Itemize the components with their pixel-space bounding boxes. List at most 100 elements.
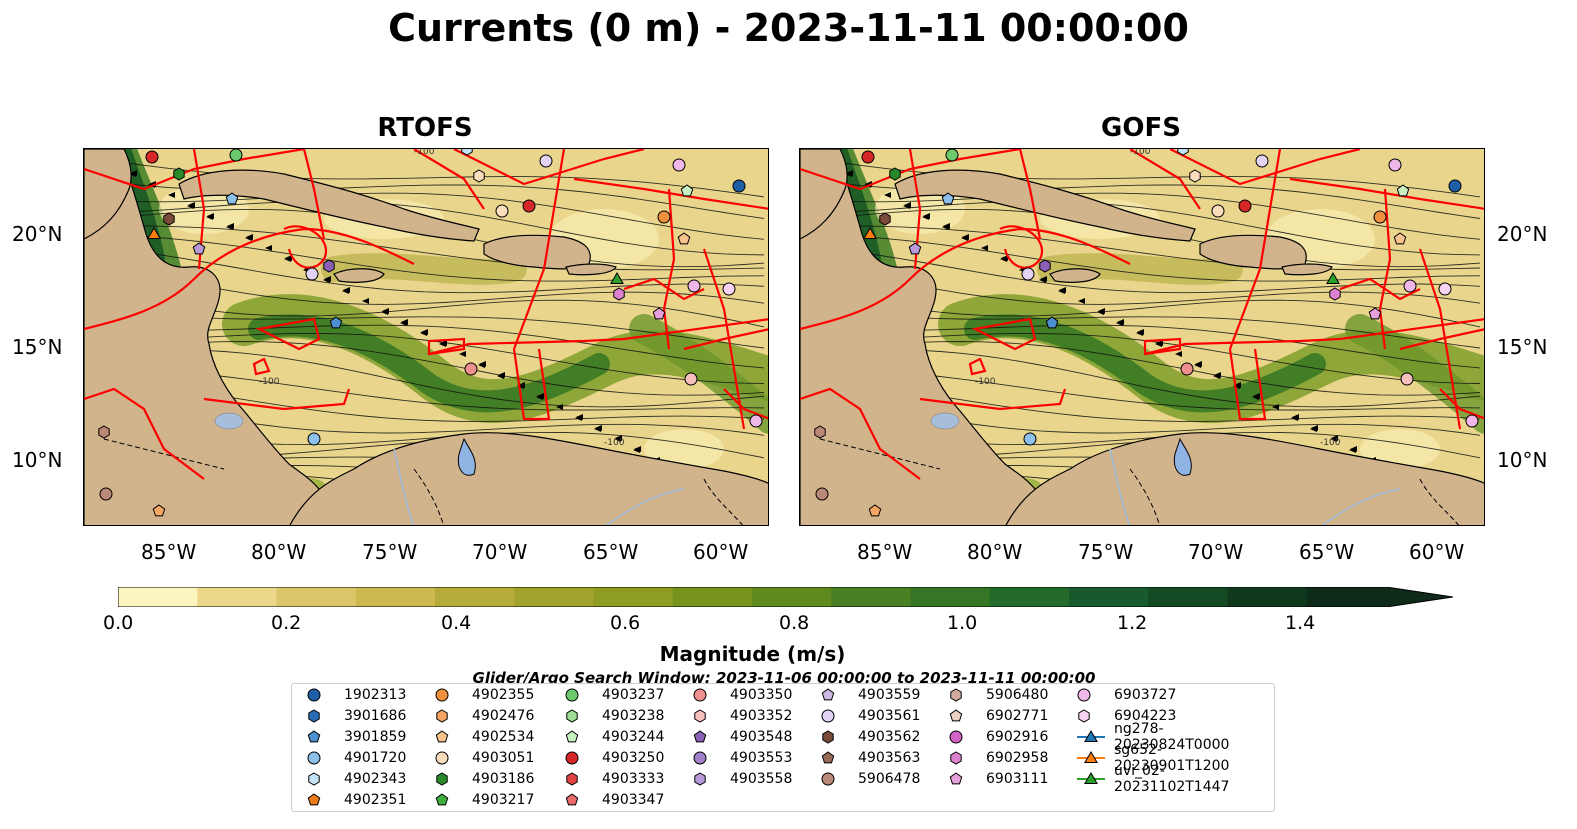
argo-float-marker	[652, 307, 666, 320]
argo-float-marker	[1373, 210, 1387, 224]
map-panel-gofs[interactable]: -100 -100 -100	[799, 148, 1485, 526]
argo-float-marker	[145, 150, 159, 164]
map-panel-rtofs[interactable]: -100 -100 -100	[83, 148, 769, 526]
legend-item: 6902958	[948, 748, 1048, 768]
argo-float-marker	[307, 432, 321, 446]
depth-contour-label: -100	[604, 438, 625, 448]
legend-label: 4903237	[602, 687, 665, 703]
colorbar-segment	[1227, 587, 1308, 607]
argo-float-marker	[1189, 169, 1201, 183]
legend-marker	[821, 772, 835, 786]
legend-marker-icon	[821, 772, 835, 786]
panel-title-rtofs: RTOFS	[377, 113, 473, 143]
argo-float-marker	[814, 425, 826, 439]
legend-item: 4903548	[692, 727, 792, 747]
legend-label: 6904223	[1114, 708, 1177, 724]
flow-arrowhead	[1001, 255, 1008, 261]
lat-label-20n-right: 20°N	[1497, 222, 1548, 246]
legend-marker-icon	[1077, 772, 1105, 784]
legend-marker	[1078, 709, 1090, 723]
legend-label: 4903352	[730, 708, 793, 724]
legend-label: 4903350	[730, 687, 793, 703]
eez-line	[1144, 318, 1484, 356]
flow-arrowhead	[1234, 382, 1241, 388]
legend-marker-icon	[821, 709, 835, 723]
legend-marker	[566, 709, 578, 723]
legend-item: 4903051	[434, 748, 534, 768]
legend-item: 4903244	[564, 727, 664, 747]
eez-line	[623, 277, 705, 301]
legend-item: 4903186	[434, 769, 534, 789]
flow-arrowhead	[207, 213, 214, 219]
current-jet-band	[321, 253, 527, 285]
colorbar-tick-5: 1.0	[947, 612, 978, 634]
argo-float-marker	[657, 210, 671, 224]
argo-float-marker	[1021, 267, 1035, 281]
legend-item: 4903562	[820, 727, 920, 747]
lat-label-10n-left: 10°N	[12, 448, 63, 472]
legend-label: 4901720	[344, 750, 407, 766]
legend-item: 6902916	[948, 727, 1048, 747]
legend-label: 4902355	[472, 687, 535, 703]
legend-item: 6903111	[948, 769, 1048, 789]
colorbar-segment	[752, 587, 832, 607]
legend-item: 4902476	[434, 706, 534, 726]
eez-line	[1228, 348, 1267, 421]
flow-arrowhead	[1117, 319, 1124, 325]
argo-float-marker	[1238, 199, 1252, 213]
flow-arrowhead	[615, 435, 622, 441]
flow-arrowhead	[923, 213, 930, 219]
legend-item: ng278-20230824T0000	[1076, 721, 1274, 753]
lake-nicaragua	[930, 412, 960, 430]
argo-float-marker	[1400, 372, 1414, 386]
legend-marker-icon	[693, 730, 707, 743]
legend-marker	[1077, 688, 1091, 702]
argo-float-marker	[1393, 232, 1407, 245]
flow-arrowhead	[576, 414, 583, 420]
legend-marker	[693, 688, 707, 702]
low-speed-patch	[1360, 429, 1440, 469]
flow-arrowhead	[1331, 435, 1338, 441]
eez-line	[919, 388, 1067, 411]
colorbar-tick-1: 0.2	[271, 612, 302, 634]
legend-marker-icon	[307, 688, 321, 702]
legend-marker	[565, 751, 579, 765]
argo-float-marker	[539, 154, 553, 168]
argo-float-marker	[861, 150, 875, 164]
eez-line	[1169, 149, 1361, 186]
legend-marker	[949, 730, 963, 744]
legend-label: 4903250	[602, 750, 665, 766]
eez-line	[1143, 337, 1182, 356]
eez-line	[427, 337, 466, 356]
argo-float-marker	[1045, 316, 1059, 329]
legend-marker	[565, 793, 579, 806]
lake-maracaibo	[1173, 437, 1192, 476]
low-speed-patch	[644, 429, 724, 469]
eez-line	[683, 328, 768, 351]
flow-arrowhead	[518, 382, 525, 388]
legend-marker-icon	[694, 709, 706, 723]
argo-float-marker	[225, 192, 239, 205]
glider-sg652-marker	[863, 227, 877, 239]
country-border	[819, 438, 1459, 525]
river	[1321, 488, 1401, 525]
land-mass	[1281, 263, 1333, 276]
lon-label-65w-left: 65°W	[583, 540, 639, 564]
lat-label-20n-left: 20°N	[12, 222, 63, 246]
current-jet-band	[1037, 253, 1243, 285]
legend-item: 4902355	[434, 685, 534, 705]
streamline	[800, 200, 1481, 256]
legend-marker-icon	[949, 772, 963, 785]
argo-float-marker	[908, 242, 922, 255]
legend-marker-icon	[1077, 751, 1105, 763]
argo-float-marker	[680, 184, 694, 197]
flow-arrowhead	[1098, 308, 1105, 314]
legend-label: 6903727	[1114, 687, 1177, 703]
legend-marker	[950, 688, 962, 702]
flow-arrowhead	[1292, 414, 1299, 420]
legend-item: 4903553	[692, 748, 792, 768]
eez-line	[203, 388, 351, 411]
depth-contour-label: -100	[1130, 149, 1151, 157]
flow-arrowhead	[1214, 372, 1221, 378]
legend-marker-icon	[565, 751, 579, 765]
